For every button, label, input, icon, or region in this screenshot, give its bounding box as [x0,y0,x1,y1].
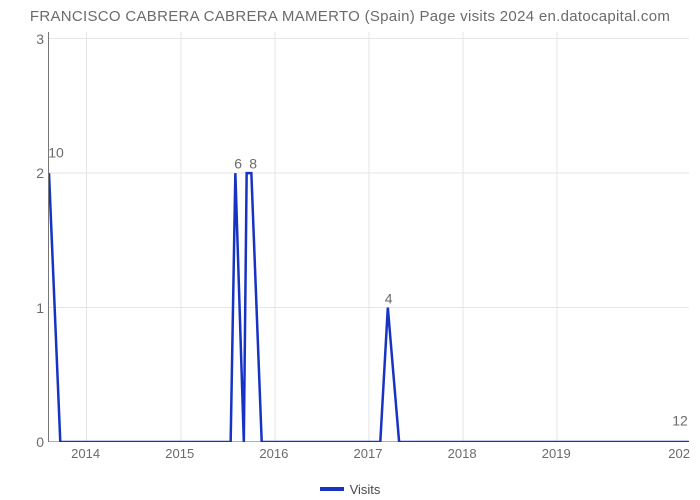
plot-svg [49,32,689,442]
legend-label: Visits [350,482,381,497]
chart-container: FRANCISCO CABRERA CABRERA MAMERTO (Spain… [0,0,700,500]
x-tick-label: 2015 [165,446,194,461]
x-tick-label: 2014 [71,446,100,461]
legend: Visits [0,478,700,497]
y-tick-label: 2 [36,165,44,181]
x-tick-label: 2016 [259,446,288,461]
x-tick-label: 2018 [448,446,477,461]
legend-swatch [320,487,344,491]
y-tick-label: 0 [36,434,44,450]
y-tick-label: 1 [36,300,44,316]
x-tick-label: 2017 [354,446,383,461]
plot-area [48,32,688,442]
x-tick-label: 2019 [542,446,571,461]
x-tick-label: 202 [668,446,690,461]
legend-item-visits: Visits [320,482,381,497]
chart-title: FRANCISCO CABRERA CABRERA MAMERTO (Spain… [0,8,700,25]
y-tick-label: 3 [36,31,44,47]
gridlines [49,32,689,442]
